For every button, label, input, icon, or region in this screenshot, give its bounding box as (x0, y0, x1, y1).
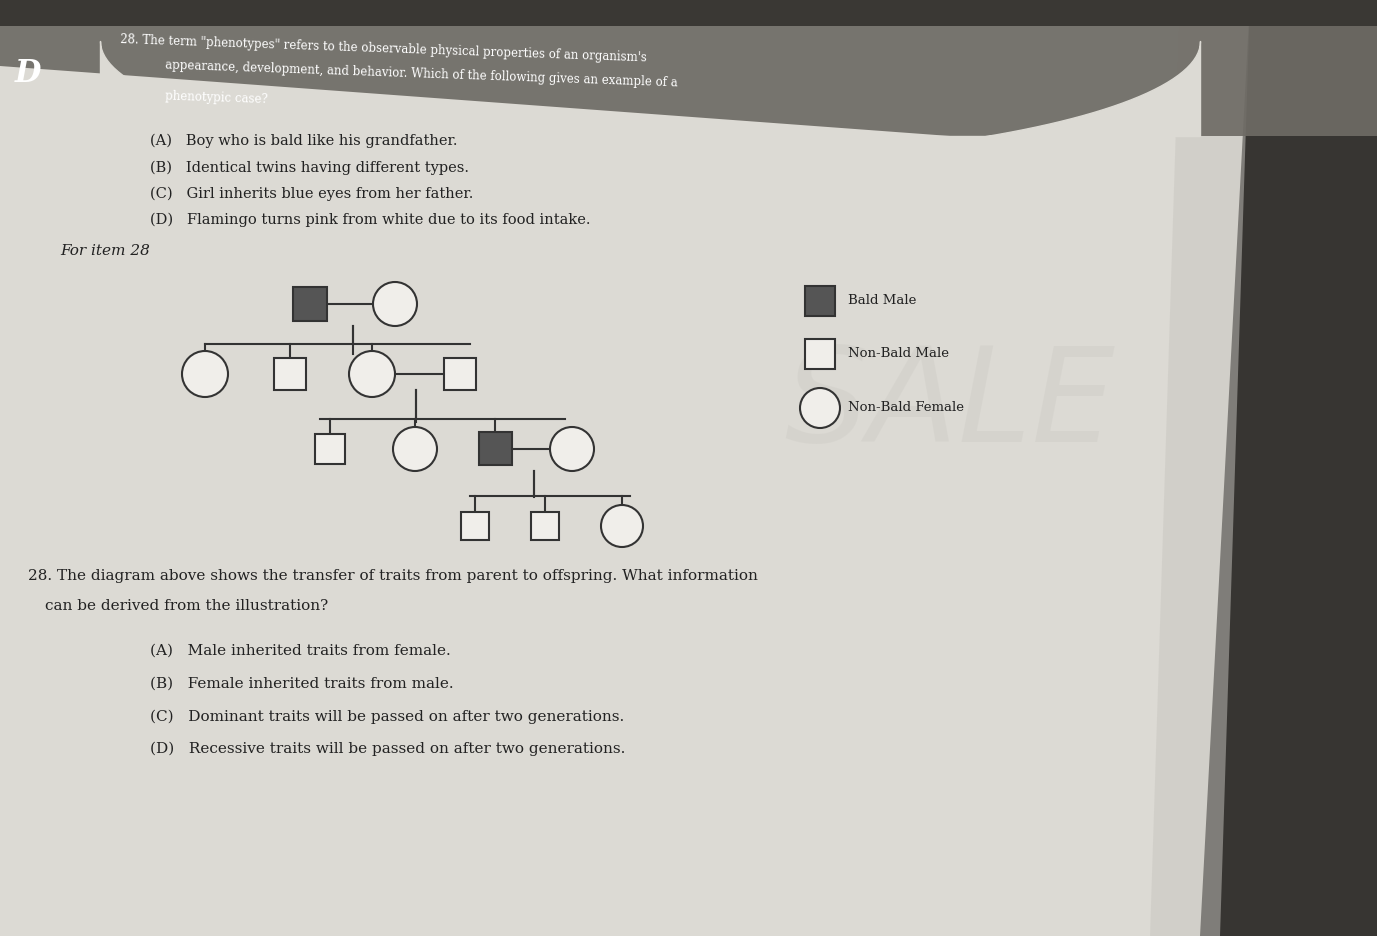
Text: phenotypic case?: phenotypic case? (150, 90, 269, 107)
Polygon shape (1199, 0, 1377, 936)
FancyBboxPatch shape (274, 358, 306, 390)
Text: (A)   Boy who is bald like his grandfather.: (A) Boy who is bald like his grandfather… (150, 134, 457, 148)
Text: For item 28: For item 28 (61, 244, 150, 258)
Text: (D)   Recessive traits will be passed on after two generations.: (D) Recessive traits will be passed on a… (150, 742, 625, 756)
FancyBboxPatch shape (293, 287, 326, 321)
Circle shape (348, 351, 395, 397)
FancyBboxPatch shape (806, 286, 834, 316)
Text: (A)   Male inherited traits from female.: (A) Male inherited traits from female. (150, 644, 450, 658)
FancyBboxPatch shape (443, 358, 476, 390)
Text: Non-Bald Male: Non-Bald Male (848, 347, 949, 360)
Text: 28. The diagram above shows the transfer of traits from parent to offspring. Wha: 28. The diagram above shows the transfer… (28, 569, 757, 583)
Text: SALE: SALE (785, 343, 1115, 470)
Text: (C)   Dominant traits will be passed on after two generations.: (C) Dominant traits will be passed on af… (150, 709, 624, 724)
Text: 28. The term "phenotypes" refers to the observable physical properties of an org: 28. The term "phenotypes" refers to the … (120, 34, 647, 65)
FancyBboxPatch shape (315, 434, 346, 464)
Polygon shape (1150, 0, 1250, 936)
Polygon shape (0, 0, 1377, 26)
FancyBboxPatch shape (806, 339, 834, 369)
Circle shape (549, 427, 593, 471)
Text: (B)   Identical twins having different types.: (B) Identical twins having different typ… (150, 161, 470, 175)
FancyBboxPatch shape (478, 432, 511, 465)
Text: appearance, development, and behavior. Which of the following gives an example o: appearance, development, and behavior. W… (150, 58, 677, 90)
Text: Non-Bald Female: Non-Bald Female (848, 402, 964, 415)
FancyBboxPatch shape (461, 512, 489, 540)
Text: Bald Male: Bald Male (848, 295, 916, 308)
Text: D: D (15, 58, 41, 90)
Polygon shape (0, 0, 1377, 136)
Text: (B)   Female inherited traits from male.: (B) Female inherited traits from male. (150, 677, 453, 691)
Circle shape (392, 427, 437, 471)
Text: (C)   Girl inherits blue eyes from her father.: (C) Girl inherits blue eyes from her fat… (150, 187, 474, 201)
Text: can be derived from the illustration?: can be derived from the illustration? (45, 599, 328, 613)
Circle shape (182, 351, 229, 397)
Circle shape (800, 388, 840, 428)
Text: (D)   Flamingo turns pink from white due to its food intake.: (D) Flamingo turns pink from white due t… (150, 212, 591, 227)
Circle shape (600, 505, 643, 547)
Circle shape (373, 282, 417, 326)
FancyBboxPatch shape (532, 512, 559, 540)
